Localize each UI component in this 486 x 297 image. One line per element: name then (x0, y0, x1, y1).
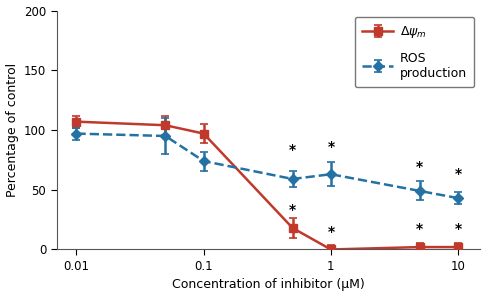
Text: *: * (416, 160, 423, 174)
Y-axis label: Percentage of control: Percentage of control (5, 63, 18, 197)
Text: *: * (327, 225, 334, 239)
Text: *: * (200, 129, 207, 143)
Text: *: * (454, 222, 462, 236)
Text: *: * (327, 140, 334, 154)
Text: *: * (289, 203, 296, 217)
Text: *: * (289, 143, 296, 157)
Text: *: * (416, 222, 423, 236)
X-axis label: Concentration of inhibitor (μM): Concentration of inhibitor (μM) (172, 279, 365, 291)
Text: *: * (454, 168, 462, 181)
Legend: $\Delta\psi_m$, ROS
production: $\Delta\psi_m$, ROS production (355, 17, 474, 87)
